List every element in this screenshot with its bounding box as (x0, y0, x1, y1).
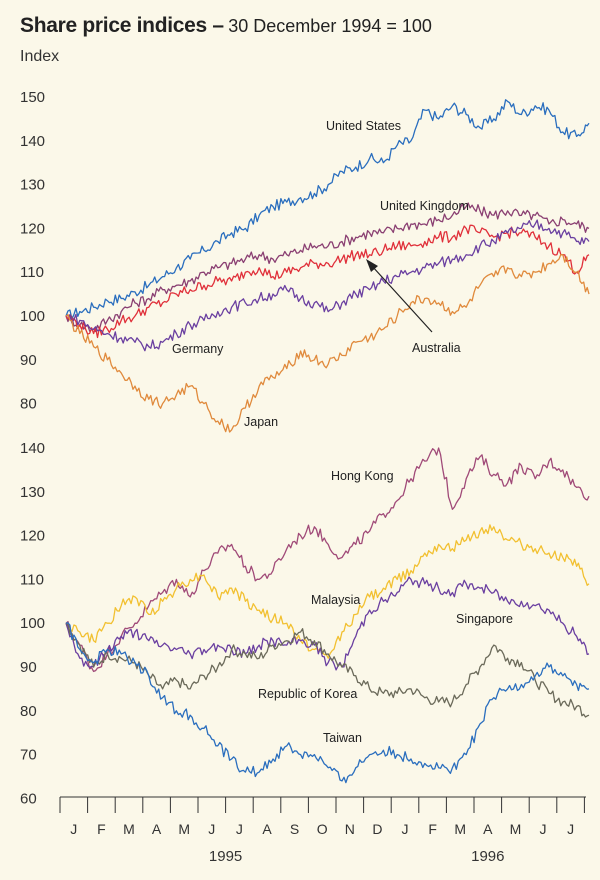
y-tick-label: 60 (20, 790, 37, 807)
series-line-taiwan (65, 622, 590, 784)
x-tick-label: J (70, 821, 77, 837)
axis-layer: 150 140 130 120 110 100 90 80 140 130 120 110 100 90 8… (20, 89, 586, 865)
series-label-taiwan: Taiwan (323, 731, 362, 745)
series-line-united-states (65, 99, 590, 320)
y-tick-label: 80 (20, 703, 37, 720)
series-label-germany: Germany (172, 342, 224, 356)
series-label-hong-kong: Hong Kong (331, 469, 394, 483)
y-tick-label: 140 (20, 440, 45, 457)
series-label-japan: Japan (244, 415, 278, 429)
series-label-united-states: United States (326, 119, 401, 133)
x-tick-label: J (567, 821, 574, 837)
y-tick-label: 110 (20, 264, 44, 281)
series-label-united-kingdom: United Kingdom (380, 199, 469, 213)
series-line-republic-of-korea (65, 622, 590, 718)
title-row: Share price indices – 30 December 1994 =… (20, 14, 432, 38)
y-tick-label: 120 (20, 528, 45, 545)
australia-arrow-line (371, 265, 433, 333)
y-tick-label: 100 (20, 615, 45, 632)
y-tick-label: 90 (20, 659, 37, 676)
y-tick-label: 110 (20, 571, 44, 588)
x-tick-label: M (510, 821, 522, 837)
y-tick-label: 150 (20, 89, 45, 106)
y-tick-label: 90 (20, 352, 37, 369)
series-line-malaysia (65, 524, 590, 659)
x-tick-label: J (236, 821, 243, 837)
x-tick-label: O (317, 821, 328, 837)
series-label-singapore: Singapore (456, 612, 513, 626)
y-tick-label: 70 (20, 747, 37, 764)
y-tick-label: 140 (20, 133, 45, 150)
x-tick-label: S (290, 821, 299, 837)
series-line-japan (65, 253, 590, 433)
y-tick-label: 80 (20, 396, 37, 413)
series-layer (65, 99, 590, 784)
x-year-label: 1996 (471, 848, 504, 865)
series-line-hong-kong (65, 447, 590, 673)
x-tick-label: D (372, 821, 382, 837)
y-tick-label: 130 (20, 177, 45, 194)
chart-subtitle: 30 December 1994 = 100 (228, 16, 432, 36)
x-tick-label: N (345, 821, 355, 837)
x-tick-label: M (178, 821, 190, 837)
x-year-label: 1995 (209, 848, 242, 865)
series-line-germany (65, 219, 590, 352)
x-tick-label: A (483, 821, 493, 837)
series-label-australia: Australia (412, 341, 461, 355)
x-tick-label: J (402, 821, 409, 837)
series-line-singapore (65, 576, 590, 671)
label-layer: United States United Kingdom Australia Germ… (172, 119, 513, 745)
x-tick-label: J (540, 821, 547, 837)
x-tick-label: A (262, 821, 272, 837)
y-tick-label: 100 (20, 308, 45, 325)
x-tick-label: F (97, 821, 106, 837)
y-tick-label: 130 (20, 484, 45, 501)
x-tick-label: J (208, 821, 215, 837)
x-tick-label: M (123, 821, 135, 837)
y-tick-label: 120 (20, 220, 45, 237)
chart-title: Share price indices – (20, 14, 224, 37)
x-tick-label: F (428, 821, 437, 837)
series-label-republic-of-korea: Republic of Korea (258, 687, 357, 701)
x-tick-label: A (152, 821, 162, 837)
australia-arrow-head (366, 259, 378, 272)
series-label-malaysia: Malaysia (311, 593, 360, 607)
x-tick-label: M (454, 821, 466, 837)
y-axis-unit-label: Index (20, 48, 60, 65)
series-line-united-kingdom (65, 202, 590, 333)
